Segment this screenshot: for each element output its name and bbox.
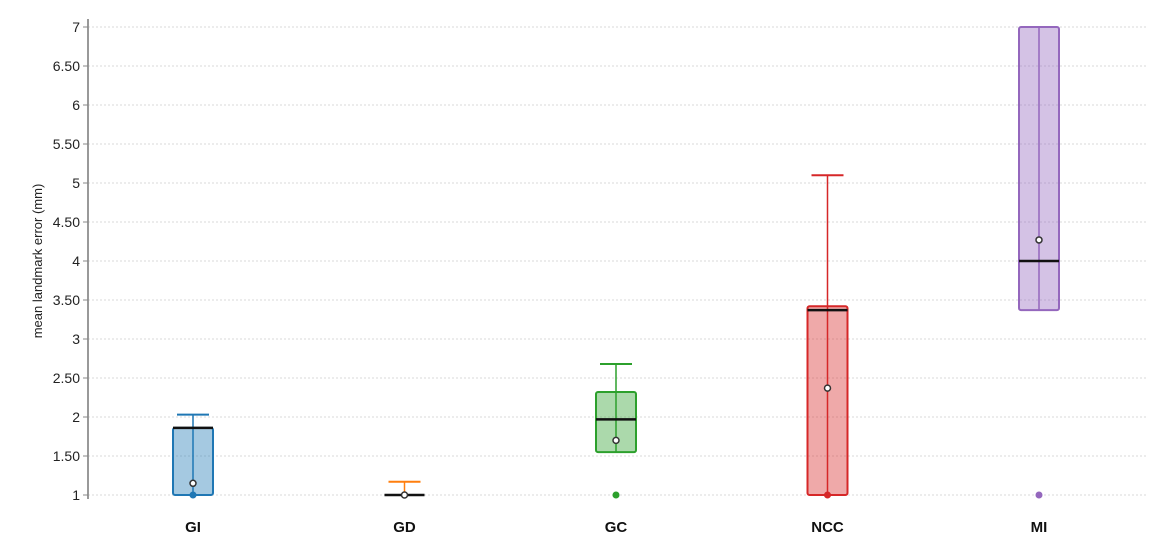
x-tick-label-ncc: NCC	[811, 519, 844, 536]
box-gi	[172, 413, 214, 499]
boxes	[172, 26, 1060, 499]
outlier-ncc	[824, 491, 831, 499]
x-tick-label-gi: GI	[185, 519, 201, 536]
box-ncc	[806, 174, 849, 499]
mean-ncc	[823, 384, 832, 392]
y-tick-label: 3.50	[53, 292, 80, 308]
y-tick-label: 6.50	[53, 58, 80, 74]
y-tick-label: 2	[72, 409, 80, 425]
box-body-mi	[1018, 26, 1060, 312]
y-tick-label: 5	[72, 175, 80, 191]
y-tick-label: 2.50	[53, 370, 80, 386]
y-tick-label: 4	[72, 253, 80, 269]
box-body-ncc	[806, 305, 849, 496]
y-axis-label: mean landmark error (mm)	[30, 184, 45, 339]
mean-gd	[400, 491, 409, 499]
x-tick-label-gc: GC	[605, 519, 628, 536]
gridlines	[88, 26, 1148, 496]
y-axis-ticks: 1 1.50 2 2.50 3 3.50 4 4.50 5 5.50 6 6.50 7	[53, 19, 88, 503]
box-mi	[1018, 26, 1060, 499]
y-tick-label: 4.50	[53, 214, 80, 230]
mean-gc	[612, 436, 620, 445]
x-axis-ticks: GI GD GC NCC MI	[185, 519, 1047, 536]
y-tick-label: 3	[72, 331, 80, 347]
y-tick-label: 7	[72, 19, 80, 35]
box-gc	[595, 362, 637, 499]
y-tick-label: 1	[72, 487, 80, 503]
y-tick-label: 6	[72, 97, 80, 113]
y-tick-label: 1.50	[53, 448, 80, 464]
box-gd	[384, 480, 425, 499]
x-tick-label-gd: GD	[393, 519, 416, 536]
outlier-gi	[189, 491, 197, 499]
box-body-gc	[595, 391, 637, 454]
outlier-gc	[612, 491, 620, 499]
outlier-mi	[1035, 491, 1043, 499]
x-tick-label-mi: MI	[1031, 519, 1048, 536]
mean-gi	[189, 479, 197, 488]
y-tick-label: 5.50	[53, 136, 80, 152]
mean-mi	[1035, 236, 1043, 244]
